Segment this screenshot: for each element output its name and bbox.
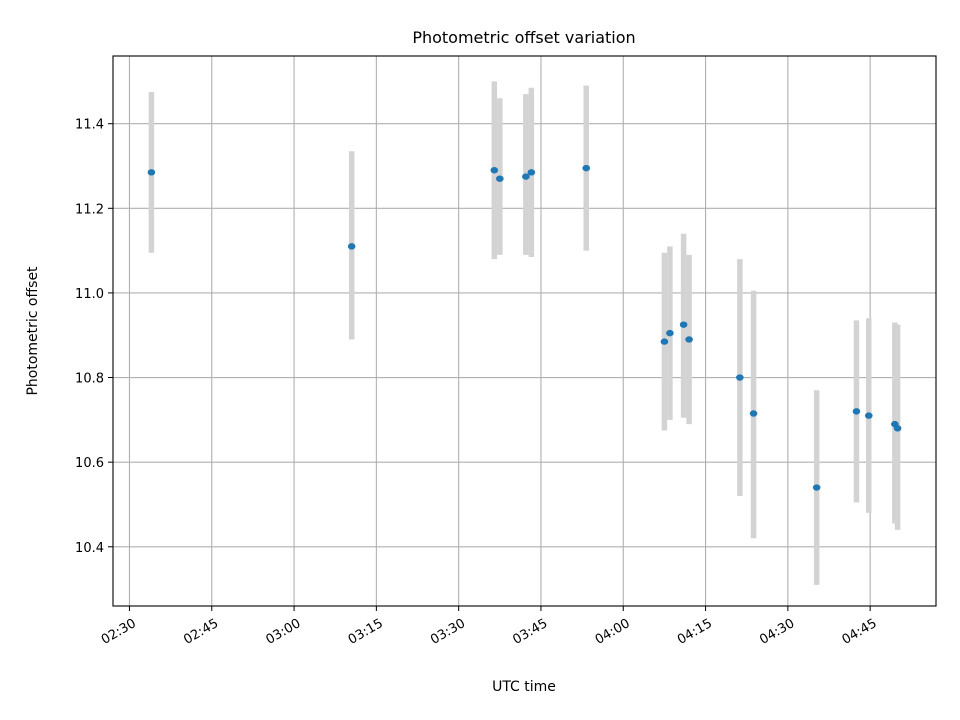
data-point xyxy=(852,408,861,415)
y-tick-label: 10.4 xyxy=(75,541,104,556)
grid xyxy=(113,56,936,606)
y-tick-label: 10.8 xyxy=(75,372,104,387)
data-point xyxy=(749,410,758,417)
data-point xyxy=(679,321,688,328)
data-point xyxy=(527,169,536,176)
data-point xyxy=(864,412,873,419)
data-point xyxy=(812,484,821,491)
data-point xyxy=(347,243,356,250)
data-point xyxy=(582,164,591,172)
data-point xyxy=(496,175,504,182)
y-tick-label: 10.6 xyxy=(75,456,104,471)
plot-frame xyxy=(112,55,937,607)
data-point xyxy=(490,167,499,174)
x-axis-label: UTC time xyxy=(492,679,556,695)
data-point xyxy=(522,173,530,180)
y-tick-label: 11.0 xyxy=(75,287,104,302)
data-point xyxy=(660,338,669,345)
y-tick-label: 11.2 xyxy=(75,202,104,217)
data-point xyxy=(147,169,156,176)
y-axis-label: Photometric offset xyxy=(25,266,41,396)
data-points xyxy=(147,164,902,491)
y-tick-label: 11.4 xyxy=(75,118,104,133)
data-point xyxy=(666,329,674,337)
data-point xyxy=(685,336,693,343)
data-point xyxy=(736,374,744,381)
data-point xyxy=(893,425,902,432)
chart-title: Photometric offset variation xyxy=(412,28,635,47)
